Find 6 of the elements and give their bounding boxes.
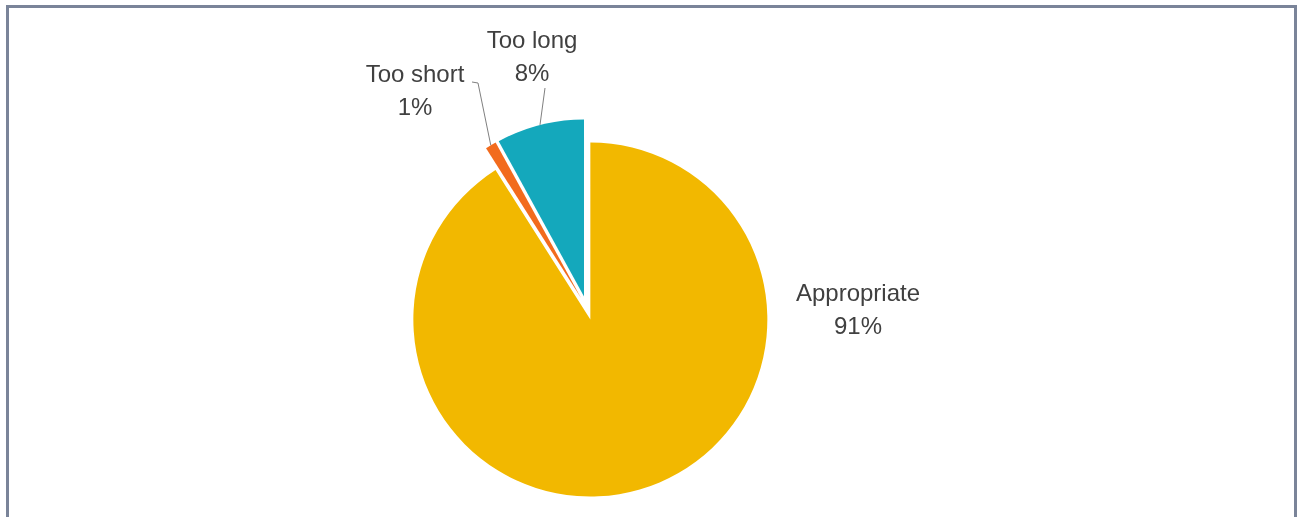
- data-label: 91%: [833, 312, 883, 339]
- slice-label: Appropriate: [795, 279, 921, 306]
- slice-label: Too long: [486, 26, 578, 53]
- data-label: 1%: [397, 93, 433, 120]
- data-label: 8%: [514, 59, 550, 86]
- slice-label: Too short: [365, 60, 465, 87]
